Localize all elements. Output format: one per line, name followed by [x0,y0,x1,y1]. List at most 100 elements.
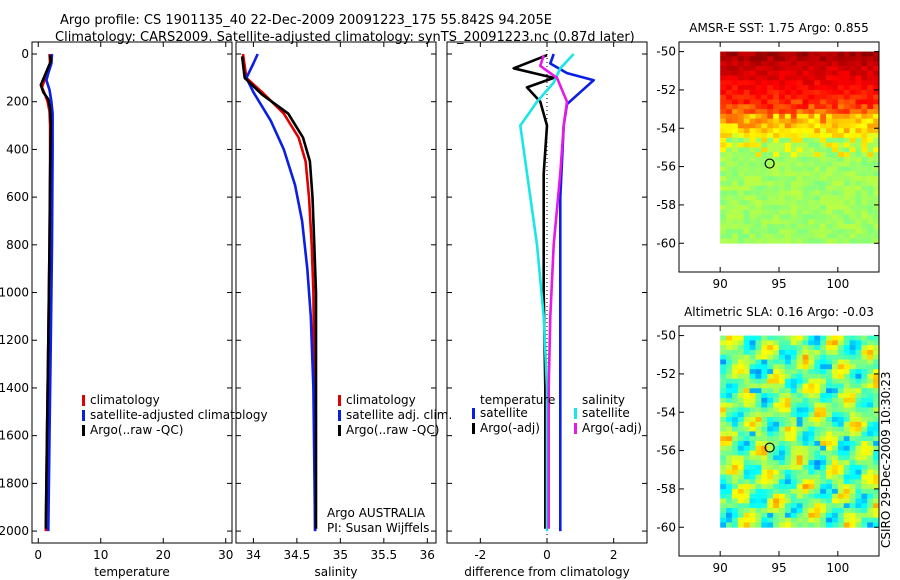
sst-map-cell [820,65,827,72]
sst-map-cell [720,190,727,196]
sst-map-cell [837,99,845,105]
sla-map-cell [837,479,845,485]
sst-map-cell [843,238,850,244]
sla-map-cell [814,369,821,375]
sla-map-cell [855,455,862,461]
sst-map-cell [855,142,862,148]
sst-map-cell [855,65,862,72]
sla-map-cell [873,402,880,408]
sst-map-cell [784,157,792,163]
sst-map-cell [831,238,839,244]
sst-map-cell [814,65,821,72]
sla-map-cell [779,460,786,466]
sst-map-cell [796,157,803,163]
sst-map-cell [855,238,862,244]
sla-map-cell [831,441,839,447]
sla-map-cell [849,393,856,399]
sla-map-cell [784,474,792,480]
sst-map-cell [843,200,850,206]
sla-map-cell [814,335,821,341]
sst-map-cell [737,147,745,153]
temperature-panel-xtick-label: 30 [218,548,233,562]
sla-map-cell [873,508,880,514]
sst-map-cell [867,99,874,105]
sla-map-cell [779,359,786,365]
sla-map-cell [779,498,786,504]
sla-map-ytick-label: -52 [656,367,676,381]
sla-map-cell [873,512,880,519]
sst-map-cell [779,104,786,110]
sla-map-cell [749,488,756,495]
sla-map-cell [790,359,798,365]
sla-map-cell [790,397,798,404]
sst-map-cell [802,224,809,230]
sla-map-cell [779,345,786,351]
sst-map-cell [814,61,821,67]
sla-map-cell [749,455,756,461]
sla-map-cell [873,417,880,423]
sla-map-cell [843,474,850,480]
diff-temperature-legend-label: Argo(-adj) [480,421,540,435]
sla-map-cell [861,407,868,413]
sla-map-cell [808,484,815,490]
sla-map-cell [731,498,739,504]
sst-map-cell [784,61,792,67]
sst-map-cell [796,180,803,187]
sla-map-cell [749,359,756,365]
sla-map-cell [831,335,839,341]
sla-map-cell [814,349,821,356]
sst-map-cell [820,209,827,215]
sst-map-cell [767,180,774,187]
sla-map-cell [814,508,821,514]
sst-map-cell [790,80,798,86]
sst-map-cell [779,157,786,163]
sla-map-cell [761,455,768,461]
sla-map-cell [761,397,768,404]
sla-map-cell [796,354,803,360]
salinity-legend-swatch [338,395,341,406]
sla-map-cell [737,364,745,370]
sst-map-cell [855,80,862,86]
sla-map-cell [773,407,780,413]
sla-map-cell [796,407,803,413]
sla-map-cell [726,412,733,418]
sst-map-cell [773,147,780,153]
sla-map-cell [779,354,786,360]
sst-map-cell [814,157,821,163]
sla-map-cell [831,503,839,509]
sst-map-cell [796,147,803,153]
sst-map-cell [731,113,739,120]
sst-map-cell [849,137,856,144]
sst-map-cell [779,133,786,139]
sla-map-cell [826,369,833,375]
sla-map-cell [761,369,768,375]
sla-map-cell [867,441,874,447]
sst-map-cell [814,195,821,201]
sst-map-cell [773,190,780,196]
sla-map-cell [855,402,862,408]
sla-map-cell [726,488,733,495]
sst-map-cell [790,89,798,96]
sst-map-cell [749,128,756,134]
sst-map-cell [855,233,862,239]
sla-map-cell [755,354,762,360]
sst-map-cell [790,214,798,220]
sst-map-cell [731,61,739,67]
sla-map-cell [873,340,880,346]
sla-map-cell [720,522,727,528]
sla-map-cell [737,402,745,408]
sla-map-cell [873,354,880,360]
sst-map-cell [726,214,733,220]
sla-map-cell [743,517,750,523]
sla-map-cell [737,460,745,466]
sst-map-cell [814,219,821,225]
sla-map-cell [767,503,774,509]
sst-map-cell [773,200,780,206]
sla-map-cell [755,335,762,341]
sst-map-cell [849,147,856,153]
diff-salinity-legend-label: Argo(-adj) [582,421,642,435]
sla-map-cell [820,378,827,384]
sla-map-cell [731,455,739,461]
sla-map-cell [767,508,774,514]
sst-map-cell [837,133,845,139]
